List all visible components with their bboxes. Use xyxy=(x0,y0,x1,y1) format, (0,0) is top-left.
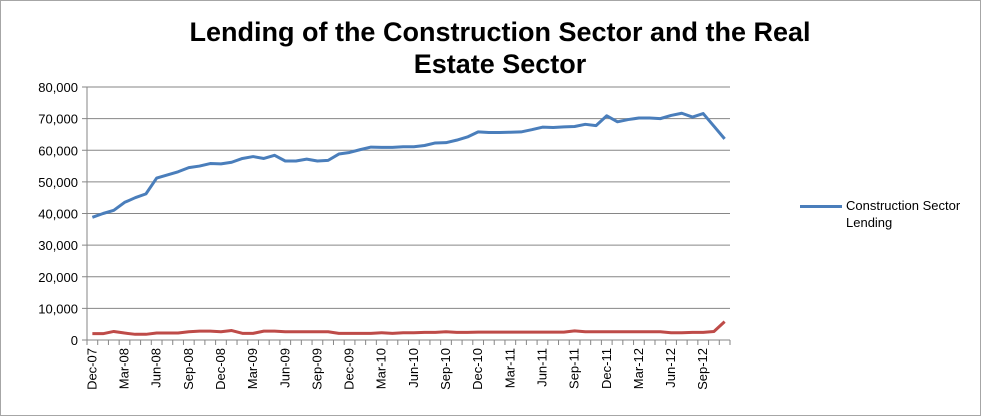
legend-swatch xyxy=(800,205,842,208)
x-tick-label: Dec-09 xyxy=(342,348,357,390)
x-tick-label: Jun-12 xyxy=(663,348,678,388)
x-tick-label: Jun-10 xyxy=(406,348,421,388)
x-tick-label: Dec-07 xyxy=(84,348,99,390)
x-tick-label: Mar-10 xyxy=(374,348,389,389)
legend: Construction Sector Lending xyxy=(800,197,966,231)
x-tick-label: Sep-11 xyxy=(567,348,582,389)
x-tick-label: Mar-11 xyxy=(502,348,517,388)
x-tick-label: Dec-10 xyxy=(470,348,485,390)
y-tick-label: 20,000 xyxy=(38,270,78,285)
y-tick-label: 10,000 xyxy=(38,301,78,316)
y-tick-label: 80,000 xyxy=(38,80,78,95)
x-tick-label: Jun-09 xyxy=(277,348,292,388)
legend-label: Construction Sector Lending xyxy=(846,198,961,230)
chart-title: Lending of the Construction Sector and t… xyxy=(189,17,811,79)
x-tick-label: Jun-08 xyxy=(149,348,164,388)
y-tick-label: 50,000 xyxy=(38,175,78,190)
line-series xyxy=(91,111,726,219)
y-tick-label: 70,000 xyxy=(38,112,78,127)
y-tick-label: 60,000 xyxy=(38,143,78,158)
y-tick-label: 30,000 xyxy=(38,238,78,253)
x-tick-label: Sep-08 xyxy=(181,348,196,390)
y-tick-label: 40,000 xyxy=(38,207,78,222)
y-tick-label: 0 xyxy=(71,333,78,348)
x-tick-label: Sep-10 xyxy=(438,348,453,390)
x-tick-label: Sep-12 xyxy=(695,348,710,390)
line-series xyxy=(92,320,726,336)
x-tick-label: Mar-08 xyxy=(117,348,132,389)
x-tick-label: Mar-09 xyxy=(245,348,260,389)
x-tick-label: Jun-11 xyxy=(534,348,549,387)
x-tick-label: Sep-09 xyxy=(309,348,324,390)
x-tick-label: Dec-08 xyxy=(213,348,228,390)
x-tick-label: Dec-11 xyxy=(599,348,614,389)
x-tick-label: Mar-12 xyxy=(631,348,646,389)
